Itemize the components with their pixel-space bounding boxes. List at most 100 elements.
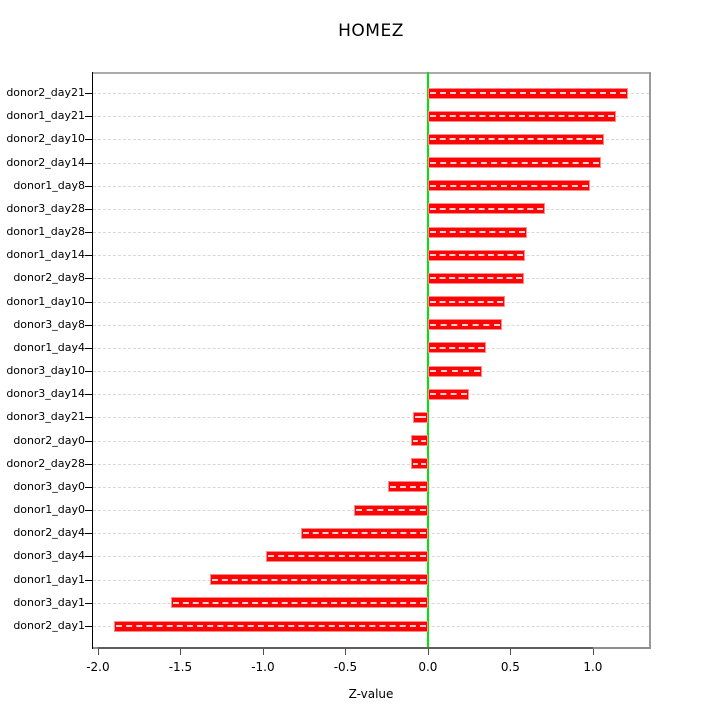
zero-line: [426, 72, 429, 647]
x-axis-line: [98, 647, 593, 649]
x-tick-label: -2.0: [86, 660, 110, 674]
bar-donor1_day8: [427, 180, 590, 192]
x-tick: [180, 649, 182, 655]
y-axis-label: donor3_day14: [6, 387, 85, 401]
x-tick-label: -1.0: [251, 660, 275, 674]
bar-dash-pattern: [429, 161, 600, 164]
y-tick: [85, 162, 93, 164]
y-axis-label: donor2_day0: [13, 433, 85, 447]
y-tick: [85, 255, 93, 257]
grid-line: [93, 255, 649, 257]
y-axis-label: donor1_day14: [6, 248, 85, 262]
bar-donor2_day28: [411, 458, 428, 470]
bar-dash-pattern: [429, 92, 626, 94]
bar-dash-pattern: [429, 277, 522, 280]
bar-dash-pattern: [415, 416, 426, 419]
bar-dash-pattern: [429, 323, 501, 326]
y-axis-label: donor1_day28: [6, 225, 85, 239]
grid-line: [93, 324, 649, 326]
bar-donor1_day1: [210, 574, 428, 586]
bar-dash-pattern: [429, 393, 468, 396]
y-axis-label: donor3_day4: [13, 549, 85, 563]
bar-dash-pattern: [429, 370, 481, 373]
grid-line: [93, 440, 649, 442]
bar-donor2_day4: [300, 527, 428, 539]
y-tick: [85, 486, 93, 488]
grid-line: [93, 278, 649, 280]
y-tick: [85, 602, 93, 604]
y-axis-label: donor3_day28: [6, 201, 85, 215]
x-axis-title: Z-value: [348, 687, 394, 701]
plot-border-right: [649, 72, 651, 649]
y-tick: [85, 185, 93, 187]
grid-line: [93, 232, 649, 234]
grid-line: [93, 301, 649, 303]
y-tick: [85, 324, 93, 326]
bar-dash-pattern: [429, 115, 614, 118]
bar-dash-pattern: [429, 184, 588, 187]
grid-line: [93, 347, 649, 349]
bar-donor1_day21: [427, 110, 616, 122]
x-tick-label: -1.5: [168, 660, 193, 674]
y-axis-label: donor3_day0: [13, 479, 85, 493]
bar-dash-pattern: [429, 346, 484, 349]
bar-dash-pattern: [429, 254, 524, 257]
bar-dash-pattern: [429, 138, 603, 141]
y-axis-label: donor2_day10: [6, 132, 85, 146]
y-tick: [85, 232, 93, 234]
grid-line: [93, 162, 649, 164]
bar-donor2_day14: [427, 157, 602, 169]
grid-line: [93, 208, 649, 210]
y-tick: [85, 139, 93, 141]
plot-border-top: [93, 72, 651, 74]
bar-dash-pattern: [172, 601, 426, 604]
y-axis-label: donor1_day0: [13, 503, 85, 517]
bar-dash-pattern: [212, 578, 426, 581]
y-tick: [85, 116, 93, 118]
bar-donor2_day21: [427, 87, 628, 99]
bar-dash-pattern: [413, 462, 426, 465]
grid-line: [93, 116, 649, 118]
bar-donor3_day1: [170, 597, 428, 609]
grid-line: [93, 394, 649, 396]
x-tick-label: 1.0: [583, 660, 603, 674]
bar-donor2_day8: [427, 272, 524, 284]
bar-donor3_day8: [427, 319, 503, 331]
y-tick: [85, 278, 93, 280]
y-tick: [85, 301, 93, 303]
bar-donor1_day14: [427, 249, 526, 261]
y-axis-label: donor2_day28: [6, 456, 85, 470]
bar-donor3_day4: [266, 550, 428, 562]
y-tick: [85, 93, 93, 94]
bar-donor2_day0: [411, 435, 428, 447]
x-tick-label: 0.0: [418, 660, 438, 674]
y-tick: [85, 579, 93, 581]
bar-donor1_day28: [427, 226, 527, 238]
bar-donor2_day10: [427, 133, 605, 145]
bar-dash-pattern: [268, 555, 426, 558]
y-tick: [85, 626, 93, 627]
bar-dash-pattern: [413, 439, 426, 442]
bar-donor3_day0: [388, 481, 428, 493]
grid-line: [93, 185, 649, 187]
grid-line: [93, 417, 649, 419]
y-axis-label: donor1_day1: [13, 572, 85, 586]
y-tick: [85, 440, 93, 442]
bar-donor1_day4: [427, 342, 486, 354]
grid-line: [93, 371, 649, 373]
y-axis-line: [92, 72, 93, 649]
y-axis-label: donor3_day8: [13, 317, 85, 331]
bar-donor3_day14: [427, 388, 470, 400]
bar-donor3_day28: [427, 203, 546, 215]
y-axis-label: donor2_day4: [13, 526, 85, 540]
bar-dash-pattern: [390, 485, 426, 488]
y-axis-label: donor1_day8: [13, 178, 85, 192]
x-tick: [510, 649, 512, 655]
y-axis-label: donor1_day4: [13, 340, 85, 354]
y-axis-label: donor2_day1: [13, 619, 85, 632]
y-axis-label: donor1_day21: [6, 109, 85, 123]
bar-dash-pattern: [116, 625, 426, 627]
grid-line: [93, 486, 649, 488]
y-tick: [85, 417, 93, 419]
